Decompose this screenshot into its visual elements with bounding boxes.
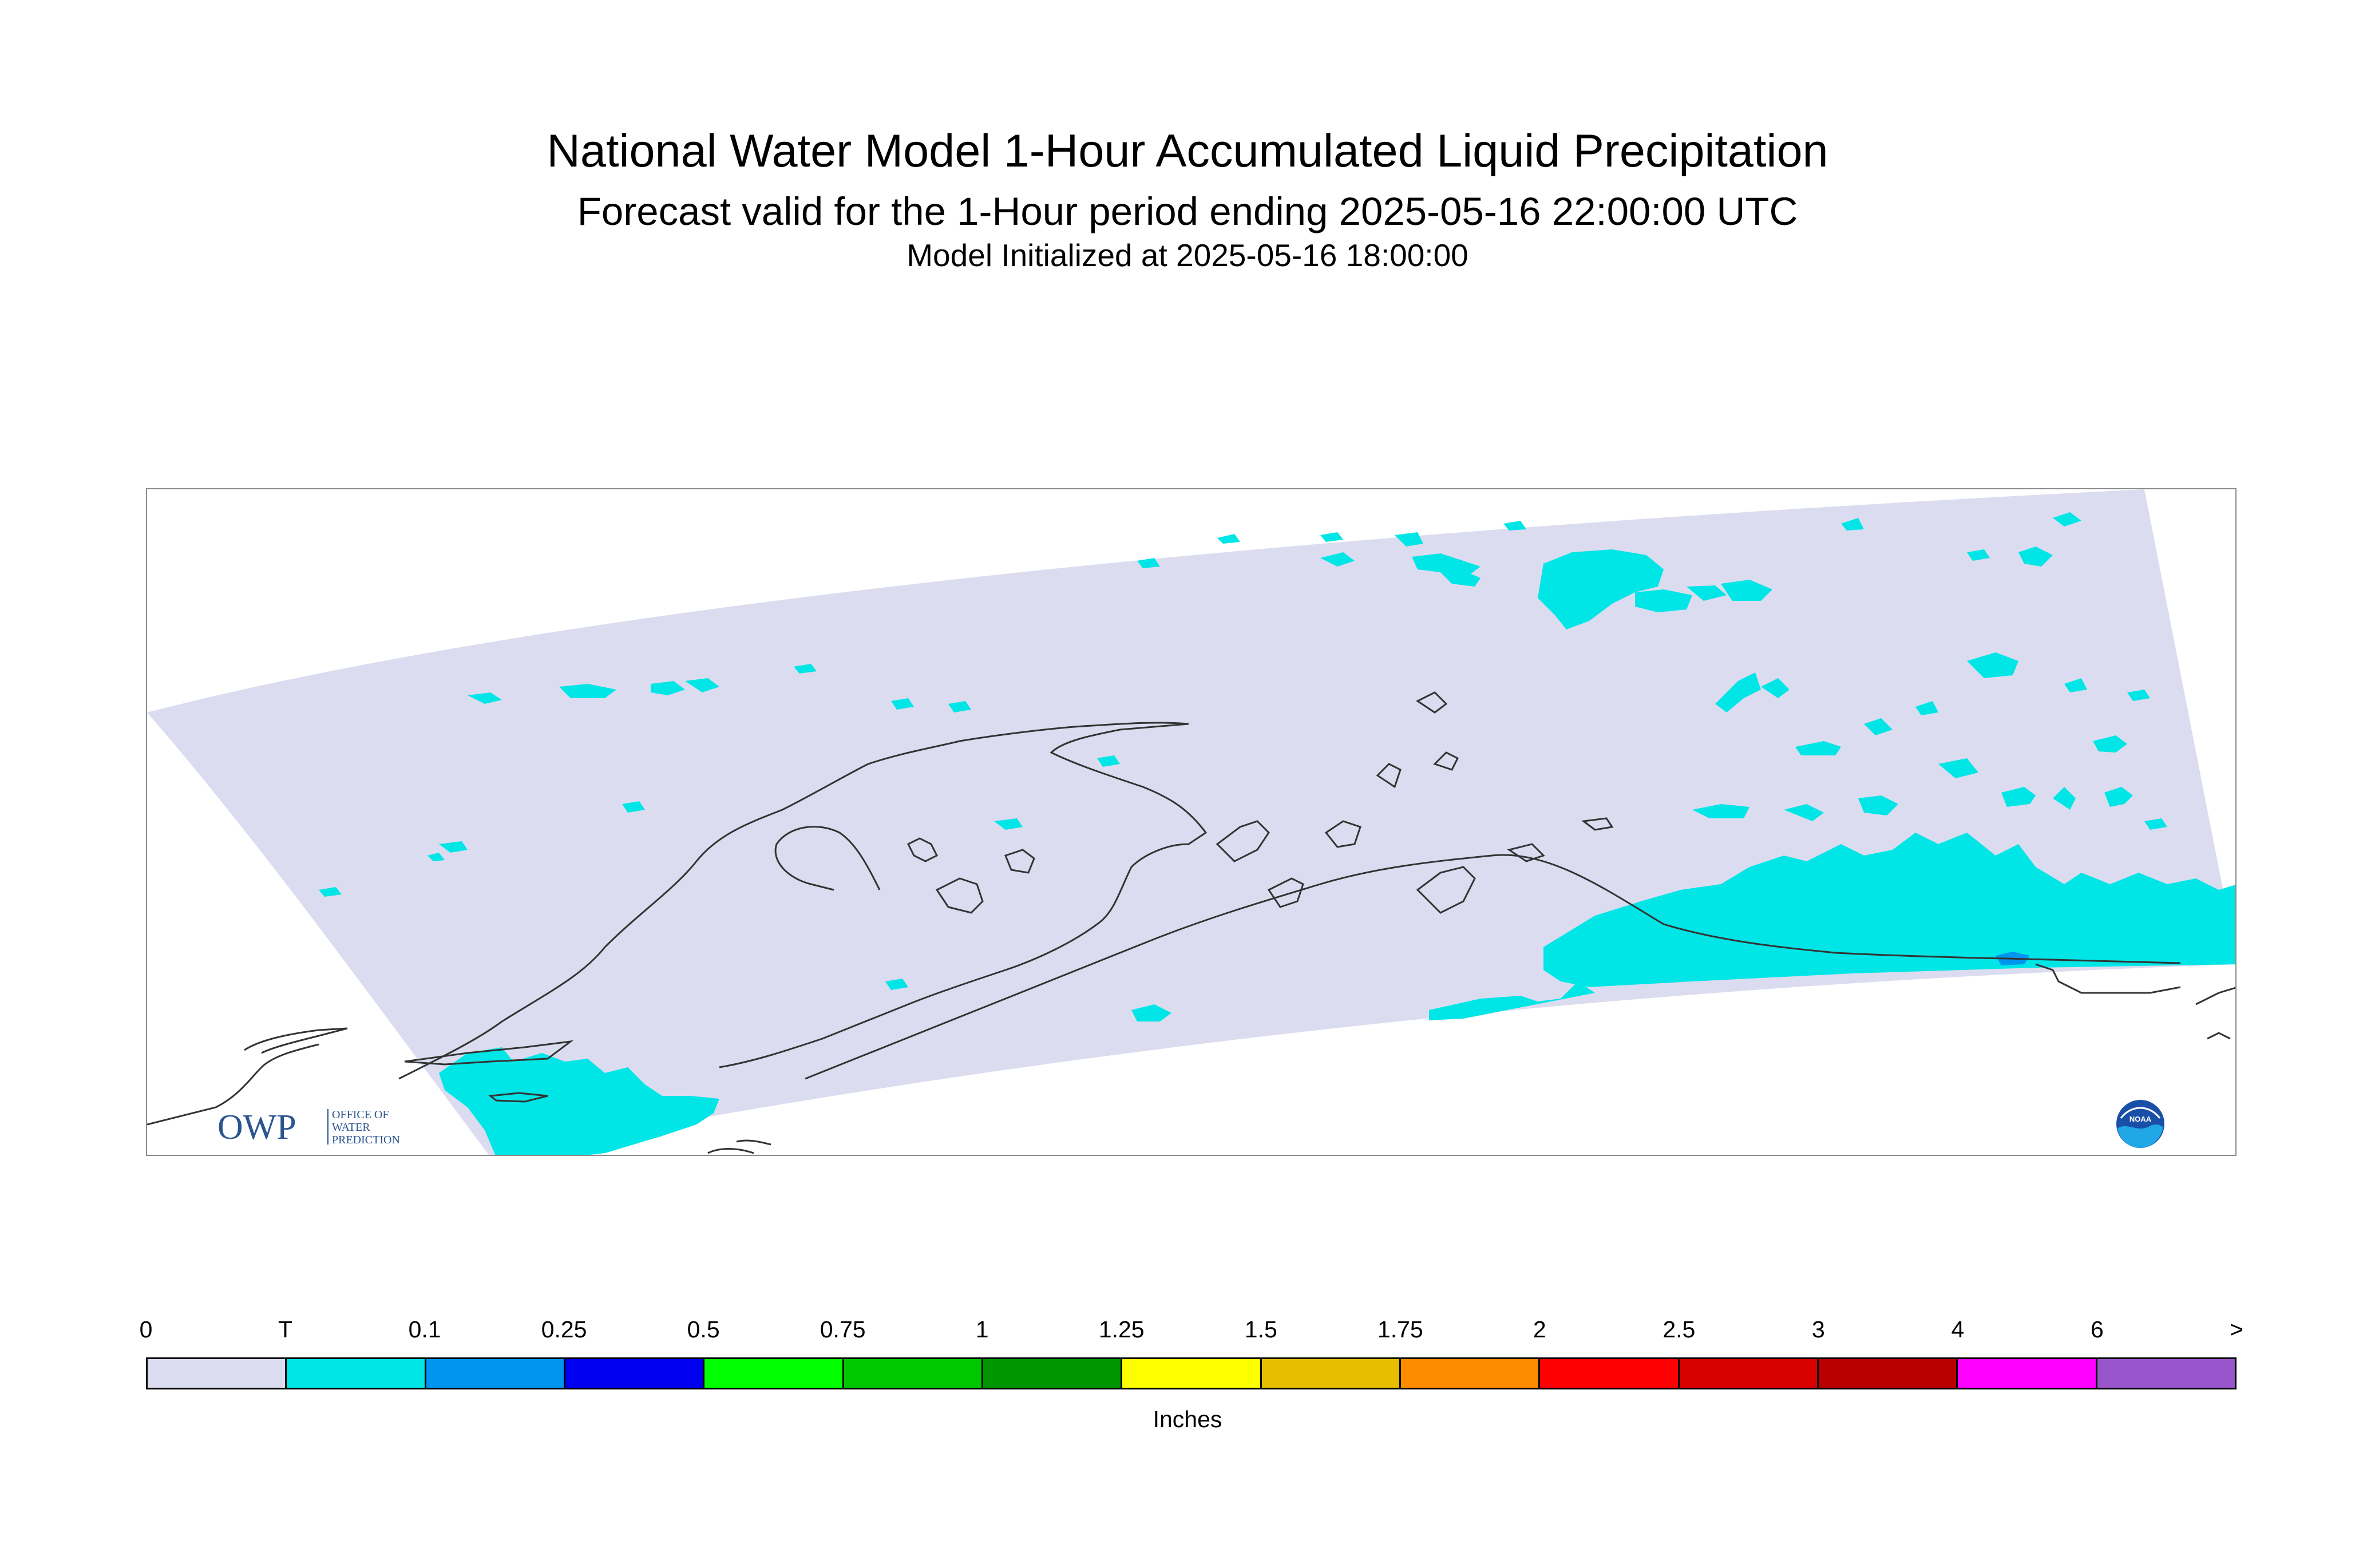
- legend-tick-label: 2: [1533, 1316, 1546, 1343]
- legend-tick-label: 0: [139, 1316, 153, 1343]
- legend-swatch: [287, 1359, 426, 1388]
- trace-area-southwest: [439, 1047, 719, 1155]
- coastline-alaska-peninsula: [805, 854, 2181, 1080]
- coastline-west: [147, 1043, 319, 1126]
- trace-area-northeast: [1538, 549, 1664, 629]
- legend-swatch: [1261, 1359, 1401, 1388]
- map-frame: [146, 488, 2237, 1156]
- legend-swatch: [148, 1359, 287, 1388]
- legend-swatch: [1958, 1359, 2097, 1388]
- legend-swatch: [1679, 1359, 1819, 1388]
- owp-logo-line-3: PREDICTION: [332, 1134, 400, 1146]
- legend-tick-label: 4: [1951, 1316, 1965, 1343]
- owp-logo-line-2: WATER: [332, 1121, 370, 1134]
- legend-tick-label: 0.1: [408, 1316, 441, 1343]
- legend-swatch: [426, 1359, 565, 1388]
- legend-tick-label: 3: [1811, 1316, 1825, 1343]
- noaa-logo-wave: [2117, 1124, 2163, 1148]
- legend-tick-label: 1.25: [1098, 1316, 1145, 1343]
- map-title: National Water Model 1-Hour Accumulated …: [547, 125, 1828, 177]
- legend-swatch: [1818, 1359, 1958, 1388]
- legend-tick-label: 1.5: [1244, 1316, 1277, 1343]
- legend-swatch: [844, 1359, 983, 1388]
- coastline-mainland: [398, 722, 1208, 1080]
- legend-tick-label: 1.75: [1377, 1316, 1423, 1343]
- forecast-valid-subtitle: Forecast valid for the 1-Hour period end…: [577, 189, 1798, 233]
- trace-area-southeast: [1543, 833, 2235, 987]
- noaa-logo: NOAA: [2116, 1100, 2164, 1148]
- noaa-logo-gull: [2120, 1107, 2161, 1119]
- legend-tick-label: 2.5: [1662, 1316, 1696, 1343]
- legend-tick-label: 1: [975, 1316, 989, 1343]
- legend-tick-labels: 0 T 0.1 0.25 0.5 0.75 1 1.25 1.5 1.75 2 2.5 3 4 6 >: [0, 1316, 2375, 1351]
- owp-logo-mark: OWP: [217, 1108, 296, 1147]
- legend-swatch: [1540, 1359, 1680, 1388]
- legend-tick-label: >: [2230, 1316, 2243, 1343]
- legend-tick-label: 0.25: [541, 1316, 587, 1343]
- owp-logo: OWP OFFICE OF WATER PREDICTION: [217, 1108, 400, 1147]
- coastline-inner-bay: [774, 826, 881, 891]
- legend-tick-label: 0.75: [820, 1316, 866, 1343]
- legend-swatch: [565, 1359, 705, 1388]
- legend-tick-label: 6: [2091, 1316, 2104, 1343]
- model-domain: [147, 489, 2235, 1155]
- legend-tick-label: T: [278, 1316, 293, 1343]
- legend-units-label: Inches: [1153, 1406, 1222, 1432]
- legend-swatch: [983, 1359, 1123, 1388]
- coastlines: [147, 691, 2235, 1154]
- precipitation-map: [147, 489, 2235, 1155]
- trace-area-coastal: [1429, 981, 1595, 1020]
- color-legend-bar: [146, 1357, 2237, 1389]
- legend-swatch: [2097, 1359, 2235, 1388]
- owp-logo-line-1: OFFICE OF: [332, 1108, 389, 1121]
- legend-swatch: [1122, 1359, 1262, 1388]
- noaa-logo-text: NOAA: [2129, 1115, 2152, 1123]
- legend-tick-label: 0.5: [687, 1316, 720, 1343]
- legend-swatch: [704, 1359, 844, 1388]
- model-init-line: Model Initialized at 2025-05-16 18:00:00: [907, 237, 1468, 273]
- legend-swatch: [1400, 1359, 1541, 1388]
- trace-precip-areas: [319, 512, 2235, 1155]
